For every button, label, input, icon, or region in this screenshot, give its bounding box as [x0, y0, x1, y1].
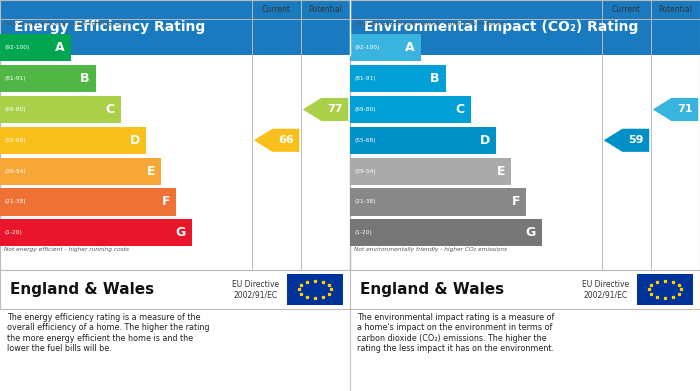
Bar — [0, 127, 146, 154]
Text: England & Wales: England & Wales — [10, 282, 155, 297]
Text: G: G — [525, 226, 536, 239]
Text: A: A — [55, 41, 64, 54]
Bar — [350, 270, 700, 309]
Text: The environmental impact rating is a measure of
a home's impact on the environme: The environmental impact rating is a mea… — [357, 313, 554, 353]
Text: Potential: Potential — [309, 5, 342, 14]
Text: D: D — [130, 134, 140, 147]
Text: F: F — [162, 196, 170, 208]
Bar — [0, 34, 71, 61]
Polygon shape — [302, 98, 349, 121]
Bar — [350, 0, 700, 55]
Bar — [350, 188, 526, 215]
Bar — [0, 219, 192, 246]
Polygon shape — [652, 98, 699, 121]
Text: (1-20): (1-20) — [354, 230, 372, 235]
Text: Current: Current — [262, 5, 291, 14]
Text: Not energy efficient - higher running costs: Not energy efficient - higher running co… — [4, 247, 129, 252]
Text: (55-68): (55-68) — [4, 138, 26, 143]
Polygon shape — [253, 129, 300, 152]
Text: (21-38): (21-38) — [4, 199, 26, 204]
Text: Not environmentally friendly - higher CO₂ emissions: Not environmentally friendly - higher CO… — [354, 247, 507, 252]
Bar — [637, 274, 693, 305]
Text: E: E — [496, 165, 505, 178]
Text: C: C — [106, 103, 115, 116]
Text: Very environmentally friendly - lower CO₂ emissions: Very environmentally friendly - lower CO… — [354, 21, 507, 26]
Bar — [350, 0, 700, 270]
Text: England & Wales: England & Wales — [360, 282, 505, 297]
Bar — [0, 270, 350, 309]
Bar — [0, 0, 350, 270]
Bar — [350, 158, 511, 185]
Text: Environmental Impact (CO₂) Rating: Environmental Impact (CO₂) Rating — [364, 20, 638, 34]
Text: (55-68): (55-68) — [354, 138, 376, 143]
Bar — [350, 65, 446, 92]
Bar — [0, 65, 96, 92]
Polygon shape — [603, 129, 650, 152]
Bar — [350, 96, 471, 123]
Text: EU Directive
2002/91/EC: EU Directive 2002/91/EC — [582, 280, 629, 299]
Text: D: D — [480, 134, 490, 147]
Text: (39-54): (39-54) — [354, 169, 377, 174]
Text: (81-91): (81-91) — [354, 76, 376, 81]
Text: Energy Efficiency Rating: Energy Efficiency Rating — [14, 20, 205, 34]
Text: (81-91): (81-91) — [4, 76, 26, 81]
Text: 59: 59 — [628, 135, 643, 145]
Text: C: C — [456, 103, 465, 116]
Text: EU Directive
2002/91/EC: EU Directive 2002/91/EC — [232, 280, 279, 299]
Text: The energy efficiency rating is a measure of the
overall efficiency of a home. T: The energy efficiency rating is a measur… — [7, 313, 209, 353]
Text: E: E — [146, 165, 155, 178]
Text: 77: 77 — [327, 104, 342, 115]
Bar — [0, 96, 121, 123]
Text: (21-38): (21-38) — [354, 199, 376, 204]
Text: Very energy efficient - lower running costs: Very energy efficient - lower running co… — [4, 21, 129, 26]
Text: 71: 71 — [677, 104, 692, 115]
Text: 66: 66 — [278, 135, 294, 145]
Text: B: B — [430, 72, 440, 85]
Text: G: G — [175, 226, 186, 239]
Text: A: A — [405, 41, 414, 54]
Bar — [0, 188, 176, 215]
Text: B: B — [80, 72, 90, 85]
Bar — [0, 158, 161, 185]
Bar — [350, 127, 496, 154]
Text: (1-20): (1-20) — [4, 230, 22, 235]
Bar — [0, 0, 350, 55]
Text: (69-80): (69-80) — [354, 107, 376, 112]
Bar — [287, 274, 343, 305]
Text: Current: Current — [612, 5, 641, 14]
Text: (92-100): (92-100) — [354, 45, 380, 50]
Text: (39-54): (39-54) — [4, 169, 27, 174]
Text: (92-100): (92-100) — [4, 45, 30, 50]
Text: Potential: Potential — [659, 5, 692, 14]
Bar — [350, 34, 421, 61]
Bar — [350, 219, 542, 246]
Text: (69-80): (69-80) — [4, 107, 26, 112]
Text: F: F — [512, 196, 520, 208]
